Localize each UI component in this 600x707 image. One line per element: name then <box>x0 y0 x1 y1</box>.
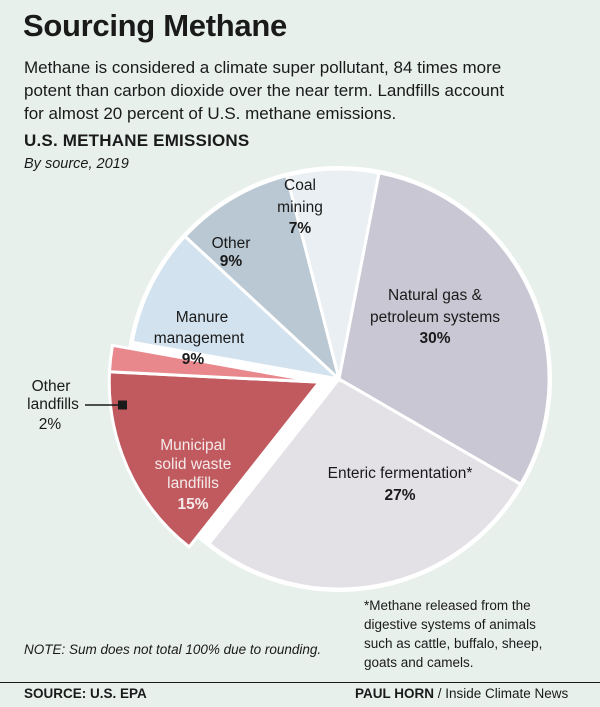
svg-text:Manure: Manure <box>176 309 229 326</box>
svg-text:landfills: landfills <box>27 396 79 413</box>
svg-text:solid waste: solid waste <box>155 456 232 473</box>
svg-text:petroleum systems: petroleum systems <box>370 309 500 326</box>
svg-text:Other: Other <box>212 235 251 252</box>
svg-text:15%: 15% <box>177 496 208 513</box>
svg-text:management: management <box>154 330 245 347</box>
svg-text:Coal: Coal <box>284 177 316 194</box>
svg-text:Other: Other <box>32 378 71 395</box>
svg-text:2%: 2% <box>39 416 62 433</box>
svg-text:Enteric fermentation*: Enteric fermentation* <box>328 465 473 482</box>
svg-text:9%: 9% <box>220 253 243 270</box>
svg-text:9%: 9% <box>182 351 205 368</box>
svg-text:Natural gas &: Natural gas & <box>388 287 483 304</box>
svg-text:landfills: landfills <box>167 475 219 492</box>
svg-text:Municipal: Municipal <box>160 437 225 454</box>
svg-text:mining: mining <box>277 199 323 216</box>
svg-text:7%: 7% <box>289 220 312 237</box>
svg-text:30%: 30% <box>419 330 450 347</box>
svg-text:27%: 27% <box>384 487 415 504</box>
